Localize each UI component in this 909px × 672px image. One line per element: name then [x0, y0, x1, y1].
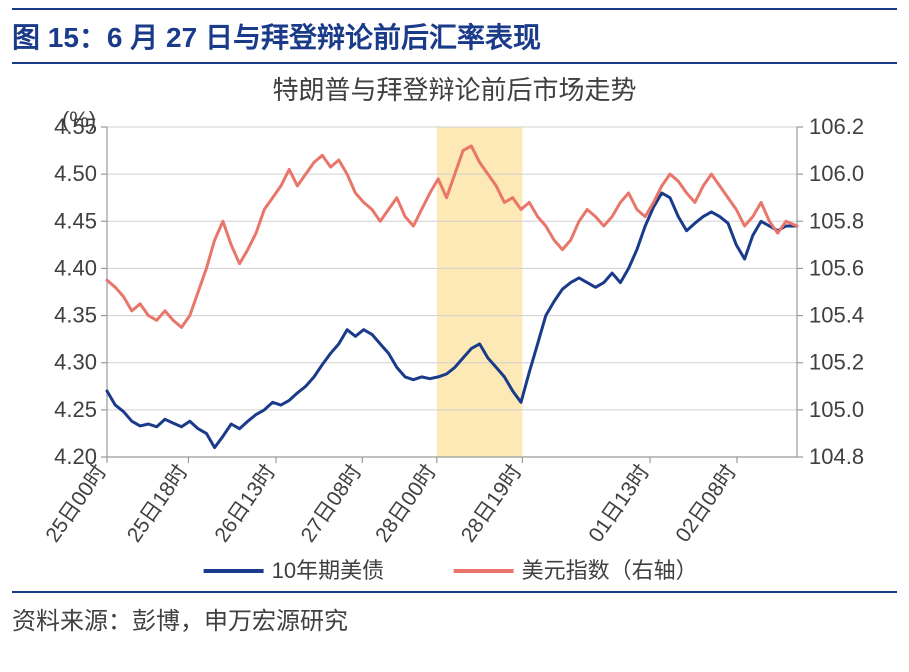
- y2-tick-label: 105.2: [809, 350, 864, 375]
- y2-tick-label: 105.0: [809, 397, 864, 422]
- y2-tick-label: 106.2: [809, 114, 864, 139]
- chart-area: 4.204.254.304.354.404.454.504.55(%)104.8…: [12, 107, 897, 587]
- y2-tick-label: 105.6: [809, 255, 864, 280]
- y2-tick-label: 105.4: [809, 303, 864, 328]
- figure-container: 图 15：6 月 27 日与拜登辩论前后汇率表现 特朗普与拜登辩论前后市场走势 …: [0, 0, 909, 646]
- y2-tick-label: 105.8: [809, 208, 864, 233]
- x-tick-label: 02日08时: [671, 461, 741, 547]
- highlight-band: [437, 127, 523, 457]
- y1-tick-label: 4.25: [54, 397, 97, 422]
- y2-tick-label: 106.0: [809, 161, 864, 186]
- x-tick-label: 28日00时: [371, 461, 441, 547]
- figure-title: 图 15：6 月 27 日与拜登辩论前后汇率表现: [12, 16, 897, 56]
- y1-tick-label: 4.35: [54, 303, 97, 328]
- source-text: 资料来源：彭博，申万宏源研究: [12, 599, 897, 638]
- x-tick-label: 25日00时: [41, 461, 111, 547]
- y1-tick-label: 4.45: [54, 208, 97, 233]
- chart-title: 特朗普与拜登辩论前后市场走势: [12, 70, 897, 107]
- y1-unit-label: (%): [62, 107, 96, 132]
- x-tick-label: 01日13时: [584, 461, 654, 547]
- y1-tick-label: 4.50: [54, 161, 97, 186]
- y1-tick-label: 4.40: [54, 255, 97, 280]
- x-tick-label: 28日19时: [457, 461, 527, 547]
- x-tick-label: 26日13时: [210, 461, 280, 547]
- y1-tick-label: 4.30: [54, 350, 97, 375]
- x-tick-label: 25日18时: [123, 461, 193, 547]
- legend-label: 10年期美债: [272, 558, 384, 583]
- footer-divider: [12, 591, 897, 593]
- legend-label: 美元指数（右轴）: [522, 558, 698, 583]
- y2-tick-label: 104.8: [809, 444, 864, 469]
- chart-svg: 4.204.254.304.354.404.454.504.55(%)104.8…: [12, 107, 892, 587]
- figure-header-bar: 图 15：6 月 27 日与拜登辩论前后汇率表现: [12, 8, 897, 64]
- x-tick-label: 27日08时: [297, 461, 367, 547]
